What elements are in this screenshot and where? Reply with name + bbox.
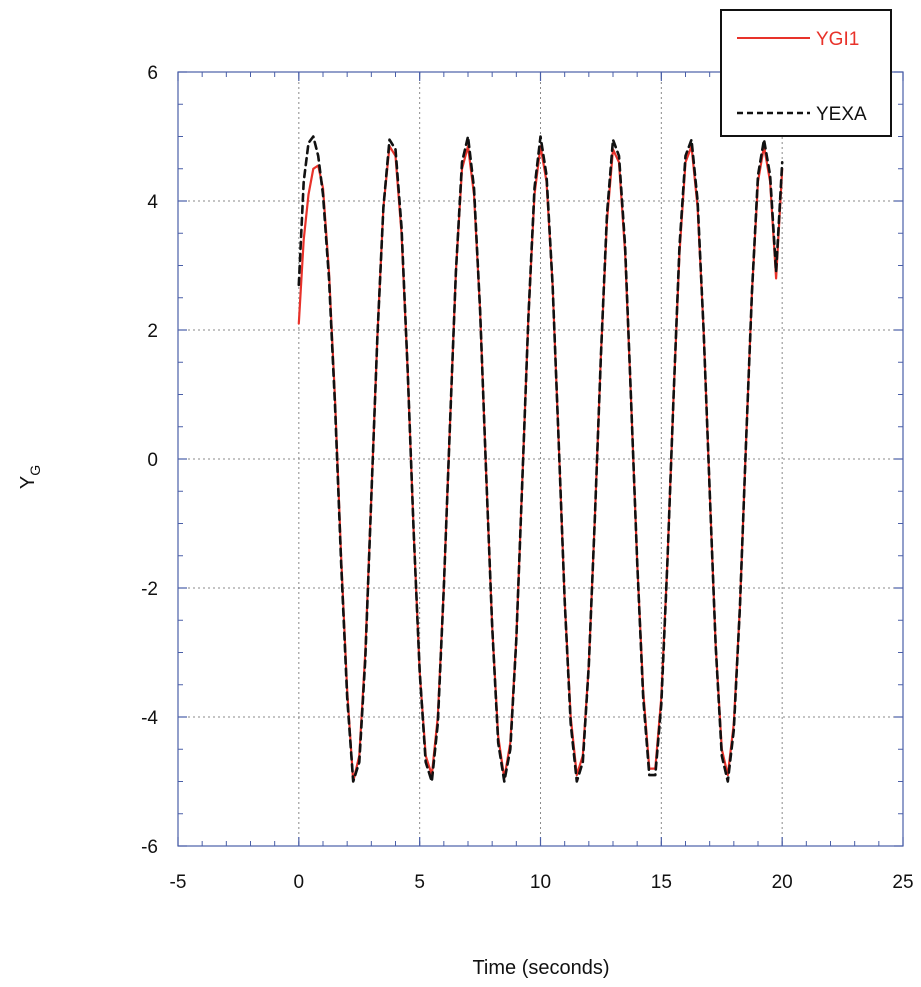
y-axis-label-subscript: G [27,465,43,476]
y-axis-tick-labels: 6 4 2 0 -2 -4 -6 [141,63,158,858]
y-tick-label: 2 [147,321,158,342]
series-line-yexa [297,135,784,783]
y-tick-label: -2 [141,579,158,600]
x-tick-label: 5 [414,872,425,893]
y-tick-label: 0 [147,450,158,471]
y-axis-label-main: Y [17,476,39,489]
y-axis-label: YG [17,465,43,489]
x-tick-label: -5 [170,872,187,893]
x-tick-label: 10 [530,872,551,893]
y-tick-label: 4 [147,192,158,213]
y-tick-label: 6 [147,63,158,84]
plot-frame [177,71,904,847]
legend-label-yexa: YEXA [816,104,867,125]
x-axis-tick-labels: -5 0 5 10 15 20 25 [170,872,914,893]
y-tick-label: -4 [141,708,158,729]
x-tick-label: 20 [772,872,793,893]
x-tick-label: 25 [892,872,913,893]
y-tick-label: -6 [141,837,158,858]
x-axis-label: Time (seconds) [472,957,609,979]
legend-label-ygi1: YGI1 [816,29,859,50]
x-tick-label: 15 [651,872,672,893]
legend: YGI1 YEXA [720,9,892,137]
legend-box [720,9,892,137]
series-layer [297,135,784,783]
x-tick-label: 0 [294,872,305,893]
